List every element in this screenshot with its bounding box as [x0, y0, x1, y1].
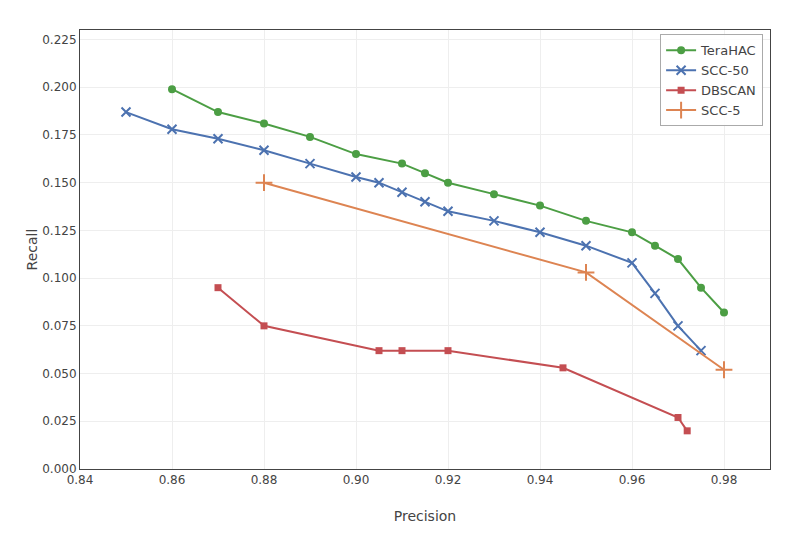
svg-text:0.225: 0.225: [42, 33, 76, 47]
svg-text:0.84: 0.84: [67, 473, 94, 487]
svg-text:TeraHAC: TeraHAC: [700, 43, 756, 58]
svg-text:0.92: 0.92: [435, 473, 462, 487]
svg-text:0.94: 0.94: [527, 473, 554, 487]
svg-text:Precision: Precision: [394, 508, 456, 524]
svg-text:0.100: 0.100: [42, 271, 76, 285]
svg-text:0.200: 0.200: [42, 80, 76, 94]
svg-text:0.90: 0.90: [343, 473, 370, 487]
svg-text:Recall: Recall: [24, 229, 40, 271]
svg-text:0.88: 0.88: [251, 473, 278, 487]
svg-text:0.96: 0.96: [619, 473, 646, 487]
svg-text:0.075: 0.075: [42, 319, 76, 333]
svg-text:0.050: 0.050: [42, 367, 76, 381]
svg-text:0.025: 0.025: [42, 414, 76, 428]
svg-text:0.125: 0.125: [42, 224, 76, 238]
svg-text:SCC-50: SCC-50: [701, 63, 749, 78]
svg-text:0.86: 0.86: [159, 473, 186, 487]
svg-text:0.000: 0.000: [42, 462, 76, 476]
svg-text:0.175: 0.175: [42, 128, 76, 142]
svg-text:0.98: 0.98: [711, 473, 738, 487]
svg-text:0.150: 0.150: [42, 176, 76, 190]
svg-text:DBSCAN: DBSCAN: [701, 83, 756, 98]
svg-text:SCC-5: SCC-5: [701, 103, 740, 118]
